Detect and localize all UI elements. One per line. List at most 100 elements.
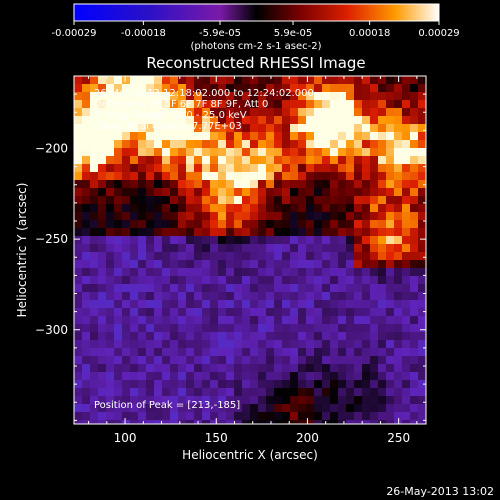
- heatmap-cell: [202, 164, 210, 172]
- heatmap-cell: [162, 276, 170, 284]
- heatmap-cell: [82, 348, 90, 356]
- heatmap-cell: [146, 204, 154, 212]
- heatmap-cell: [218, 196, 226, 204]
- heatmap-cell: [338, 316, 346, 324]
- heatmap-cell: [90, 212, 98, 220]
- heatmap-cell: [82, 196, 90, 204]
- heatmap-cell: [274, 404, 282, 412]
- heatmap-cell: [410, 188, 418, 196]
- heatmap-cell: [282, 372, 290, 380]
- heatmap-cell: [330, 420, 338, 424]
- heatmap-cell: [338, 148, 346, 156]
- heatmap-cell: [402, 412, 410, 420]
- heatmap-cell: [202, 380, 210, 388]
- heatmap-cell: [282, 92, 290, 100]
- heatmap-cell: [74, 412, 82, 420]
- heatmap-cell: [202, 76, 210, 84]
- heatmap-cell: [234, 380, 242, 388]
- heatmap-cell: [106, 420, 114, 424]
- heatmap-cell: [210, 420, 218, 424]
- heatmap-cell: [290, 340, 298, 348]
- heatmap-cell: [234, 100, 242, 108]
- heatmap-cell: [114, 268, 122, 276]
- heatmap-cell: [98, 388, 106, 396]
- heatmap-cell: [402, 108, 410, 116]
- heatmap-cell: [298, 412, 306, 420]
- heatmap-cell: [402, 260, 410, 268]
- heatmap-cell: [202, 268, 210, 276]
- heatmap-cell: [90, 316, 98, 324]
- heatmap-cell: [98, 292, 106, 300]
- heatmap-cell: [130, 140, 138, 148]
- heatmap-cell: [410, 316, 418, 324]
- heatmap-cell: [74, 260, 82, 268]
- heatmap-cell: [298, 172, 306, 180]
- heatmap-cell: [98, 148, 106, 156]
- colorbar-tick-label: -0.00018: [121, 28, 166, 39]
- heatmap-cell: [314, 124, 322, 132]
- heatmap-cell: [114, 340, 122, 348]
- heatmap-cell: [314, 332, 322, 340]
- heatmap-cell: [218, 284, 226, 292]
- heatmap-cell: [146, 196, 154, 204]
- heatmap-cell: [274, 340, 282, 348]
- heatmap-cell: [410, 228, 418, 236]
- heatmap-cell: [186, 292, 194, 300]
- heatmap-cell: [298, 284, 306, 292]
- heatmap-cell: [346, 252, 354, 260]
- heatmap-cell: [218, 372, 226, 380]
- heatmap-cell: [210, 140, 218, 148]
- heatmap-cell: [210, 364, 218, 372]
- heatmap-cell: [250, 404, 258, 412]
- heatmap-cell: [146, 228, 154, 236]
- heatmap-cell: [74, 108, 82, 116]
- heatmap-cell: [170, 244, 178, 252]
- heatmap-cell: [282, 180, 290, 188]
- heatmap-cell: [202, 148, 210, 156]
- heatmap-cell: [322, 212, 330, 220]
- heatmap-cell: [106, 148, 114, 156]
- heatmap-cell: [394, 340, 402, 348]
- heatmap-cell: [194, 380, 202, 388]
- heatmap-cell: [322, 348, 330, 356]
- heatmap-cell: [418, 84, 426, 92]
- heatmap-cell: [210, 180, 218, 188]
- heatmap-cell: [170, 308, 178, 316]
- heatmap-cell: [186, 172, 194, 180]
- heatmap-cell: [74, 356, 82, 364]
- heatmap-cell: [298, 76, 306, 84]
- heatmap-cell: [250, 356, 258, 364]
- heatmap-cell: [282, 212, 290, 220]
- heatmap-cell: [114, 172, 122, 180]
- heatmap-cell: [138, 188, 146, 196]
- heatmap-cell: [266, 116, 274, 124]
- heatmap-cell: [282, 332, 290, 340]
- heatmap-cell: [282, 308, 290, 316]
- heatmap-cell: [138, 324, 146, 332]
- heatmap-cell: [170, 276, 178, 284]
- heatmap-cell: [266, 292, 274, 300]
- heatmap-cell: [194, 236, 202, 244]
- heatmap-cell: [82, 84, 90, 92]
- heatmap-cell: [210, 220, 218, 228]
- heatmap-cell: [306, 212, 314, 220]
- heatmap-cell: [258, 156, 266, 164]
- heatmap-cell: [306, 92, 314, 100]
- heatmap-cell: [394, 116, 402, 124]
- heatmap-cell: [162, 284, 170, 292]
- heatmap-cell: [370, 164, 378, 172]
- heatmap-cell: [146, 276, 154, 284]
- heatmap-cell: [74, 116, 82, 124]
- heatmap-cell: [138, 236, 146, 244]
- heatmap-cell: [74, 276, 82, 284]
- heatmap-cell: [386, 124, 394, 132]
- heatmap-cell: [98, 324, 106, 332]
- heatmap-cell: [394, 372, 402, 380]
- heatmap-cell: [346, 420, 354, 424]
- heatmap-cell: [242, 396, 250, 404]
- heatmap-cell: [402, 316, 410, 324]
- heatmap-cell: [298, 276, 306, 284]
- heatmap-cell: [290, 300, 298, 308]
- heatmap-cell: [322, 364, 330, 372]
- heatmap-cell: [250, 84, 258, 92]
